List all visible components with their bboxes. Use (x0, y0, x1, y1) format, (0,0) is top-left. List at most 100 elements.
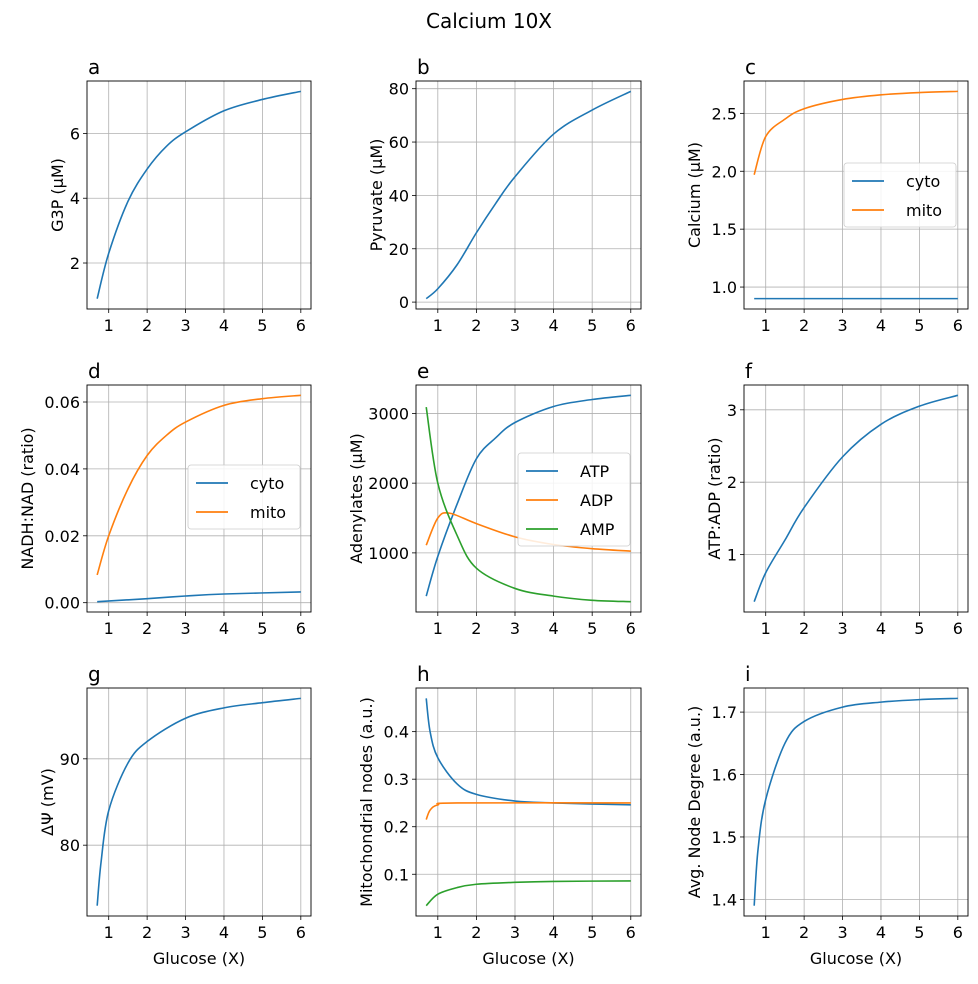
series-line (425, 90, 632, 300)
y-tick-label: 3 (727, 401, 737, 420)
axes-frame (415, 384, 642, 613)
y-tick-label: 2.0 (712, 162, 737, 181)
y-tick-label: 0.02 (44, 527, 80, 546)
x-tick-label: 3 (510, 316, 520, 335)
y-tick-label: 80 (389, 80, 409, 99)
x-tick-label: 3 (510, 923, 520, 942)
y-tick-label: 90 (60, 750, 80, 769)
x-tick-label: 3 (510, 619, 520, 638)
legend: cyto mito (843, 162, 957, 228)
axes-frame (743, 687, 969, 917)
x-tick-label: 6 (626, 923, 636, 942)
x-tick-label: 6 (953, 316, 963, 335)
legend-label: AMP (580, 520, 615, 539)
series-line (425, 802, 631, 820)
x-tick-label: 3 (837, 619, 847, 638)
x-tick-label: 3 (837, 923, 847, 942)
x-tick-label: 5 (914, 619, 924, 638)
x-tick-label: 5 (587, 923, 597, 942)
x-tick-label: 4 (876, 923, 886, 942)
series-line (753, 697, 958, 906)
y-tick-label: 0.3 (384, 770, 409, 789)
x-tick-label: 6 (626, 619, 636, 638)
x-tick-label: 4 (876, 316, 886, 335)
legend-box (517, 452, 631, 547)
x-tick-label: 5 (257, 619, 267, 638)
x-tick-label: 1 (104, 316, 114, 335)
x-tick-label: 1 (761, 619, 771, 638)
y-tick-label: 1000 (368, 544, 409, 563)
x-tick-label: 2 (471, 923, 481, 942)
y-tick-label: 0.06 (44, 393, 80, 412)
x-tick-label: 6 (296, 619, 306, 638)
y-tick-label: 1.7 (712, 703, 737, 722)
x-tick-label: 6 (953, 619, 963, 638)
x-tick-label: 1 (761, 316, 771, 335)
y-tick-label: 4 (70, 189, 80, 208)
series-line-atp (425, 394, 631, 597)
x-tick-label: 2 (799, 316, 809, 335)
series-line-adp (425, 511, 631, 552)
axes-frame (86, 80, 312, 310)
axes-frame (415, 687, 642, 917)
y-tick-label: 6 (70, 124, 80, 143)
y-tick-label: 1.5 (712, 220, 737, 239)
y-axis-label: Adenylates (μM) (347, 433, 366, 564)
y-tick-label: 0.1 (384, 865, 409, 884)
x-tick-label: 3 (837, 316, 847, 335)
x-tick-label: 2 (142, 923, 152, 942)
figure-suptitle: Calcium 10X (426, 9, 552, 33)
panel-a: 1 2 3 4 5 6 2 4 6 a G3P (μM) (48, 55, 312, 335)
series-line-amp (425, 407, 631, 603)
y-tick-label: 80 (60, 836, 80, 855)
x-tick-label: 5 (257, 923, 267, 942)
legend-label: mito (250, 503, 286, 522)
y-tick-label: 60 (389, 133, 409, 152)
x-axis-label: Glucose (X) (153, 949, 245, 968)
x-tick-label: 6 (953, 923, 963, 942)
x-tick-label: 6 (626, 316, 636, 335)
panel-c: 1 2 3 4 5 6 1.0 1.5 2.0 2.5 c Calcium (μM) cyto mito (685, 55, 969, 335)
panel-label: e (417, 359, 429, 383)
legend-label: cyto (906, 172, 940, 191)
x-tick-label: 4 (548, 619, 558, 638)
x-tick-label: 1 (433, 316, 443, 335)
legend-label: ATP (580, 462, 609, 481)
series-line (425, 698, 631, 806)
series-line (96, 697, 301, 906)
x-axis-label: Glucose (X) (482, 949, 574, 968)
axes-frame (743, 384, 969, 613)
y-tick-label: 20 (389, 240, 409, 259)
panel-label: d (88, 359, 101, 383)
y-axis-label: Avg. Node Degree (a.u.) (685, 706, 704, 899)
axes-frame (86, 687, 312, 917)
x-tick-label: 2 (142, 619, 152, 638)
x-tick-label: 5 (914, 316, 924, 335)
x-tick-label: 2 (799, 923, 809, 942)
panel-label: h (417, 662, 430, 686)
x-tick-label: 5 (257, 316, 267, 335)
legend-label: cyto (250, 474, 284, 493)
y-tick-label: 1.4 (712, 890, 737, 909)
x-tick-label: 2 (471, 316, 481, 335)
x-tick-label: 1 (433, 923, 443, 942)
x-tick-label: 5 (587, 316, 597, 335)
legend-box (187, 464, 301, 530)
y-tick-label: 0.04 (44, 460, 80, 479)
panel-label: i (745, 662, 751, 686)
x-axis-label: Glucose (X) (810, 949, 902, 968)
axes-frame (743, 80, 969, 310)
y-tick-label: 0.2 (384, 818, 409, 837)
series-line-mito (96, 394, 301, 576)
y-axis-label: ATP:ADP (ratio) (705, 438, 724, 560)
y-tick-label: 1.6 (712, 766, 737, 785)
panel-label: g (88, 662, 101, 686)
panel-g: 1 2 3 4 5 6 80 90 g ΔΨ (mV) Glucose (X) (38, 662, 312, 968)
x-tick-label: 6 (296, 316, 306, 335)
legend-box (843, 162, 957, 228)
y-tick-label: 3000 (368, 404, 409, 423)
series-line (96, 90, 301, 299)
